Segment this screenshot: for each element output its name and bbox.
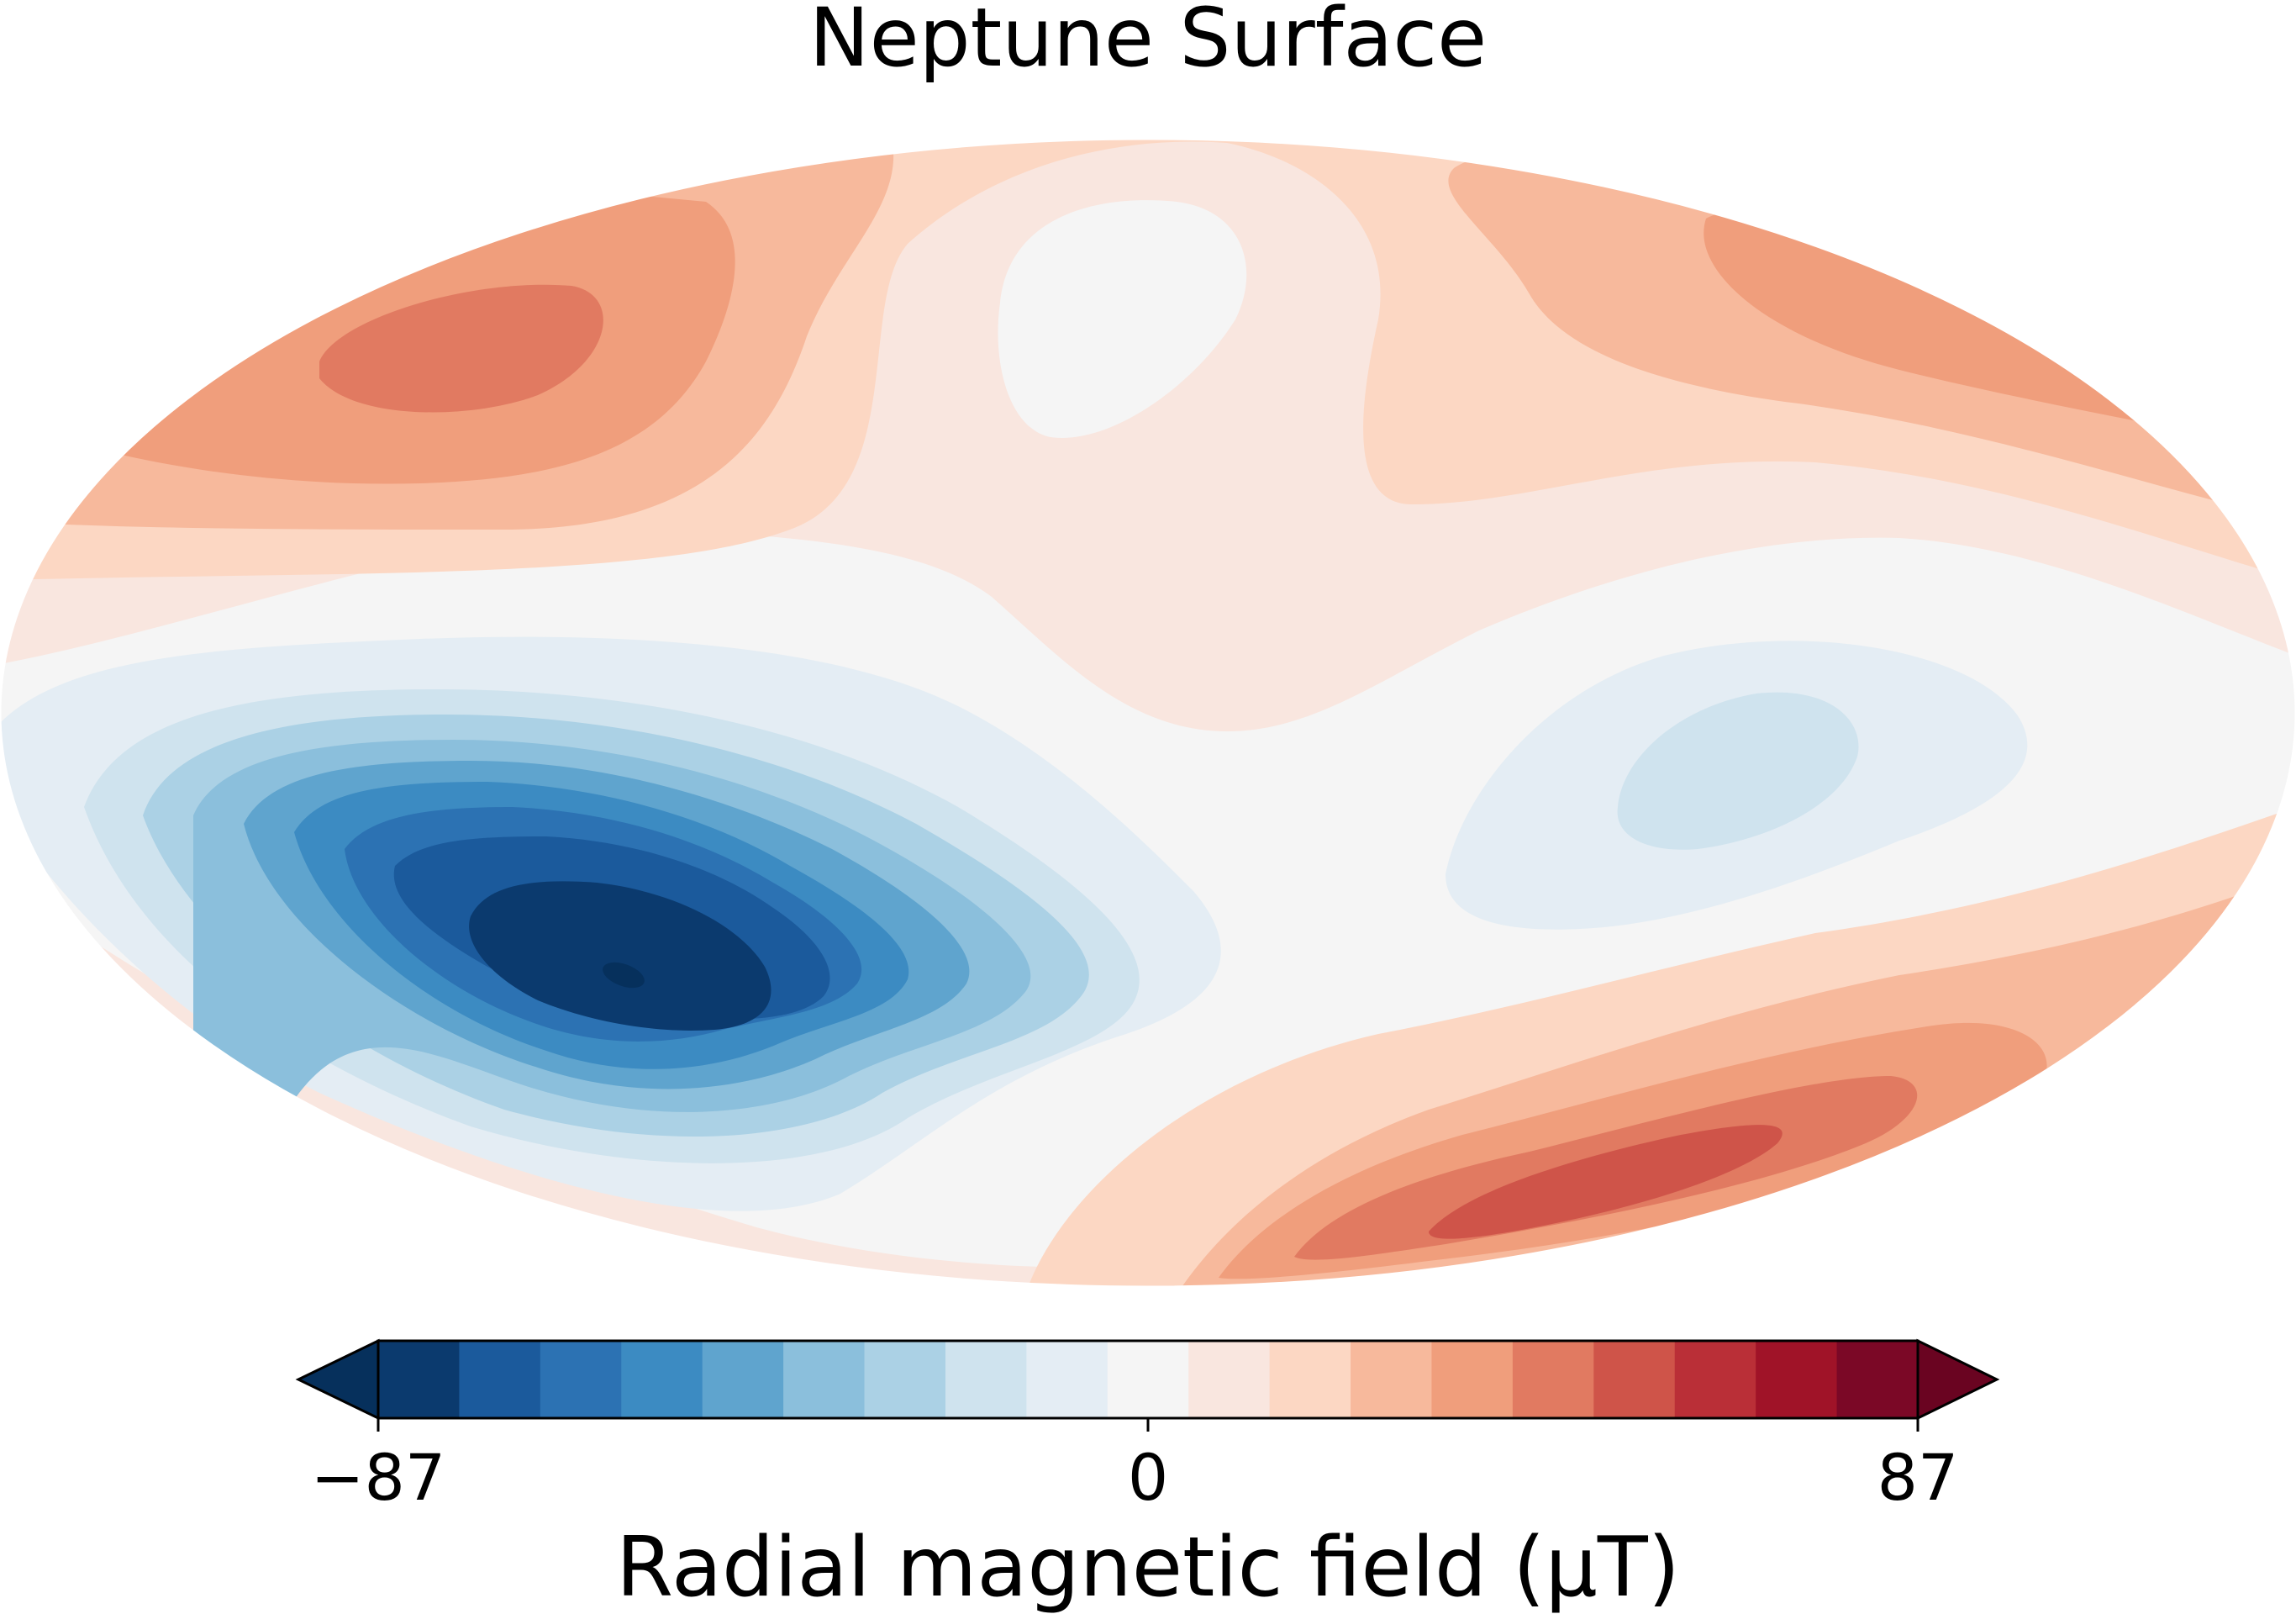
- contour-east-negative-lobe: [1617, 692, 1859, 850]
- colorbar-swatch: [1269, 1341, 1351, 1418]
- colorbar-tick-label: 0: [1128, 1440, 1168, 1515]
- contour-north-low-spot: [998, 200, 1247, 438]
- colorbar-swatch: [1756, 1341, 1838, 1418]
- colorbar-swatch: [378, 1341, 461, 1418]
- colorbar-swatch: [1188, 1341, 1271, 1418]
- colorbar: −87 0 87 Radial magnetic field (μT): [295, 1338, 2000, 1614]
- contour-north-positive-band: [1, 140, 735, 484]
- colorbar-swatch: [1593, 1341, 1676, 1418]
- contour-field: [1, 140, 2295, 1286]
- colorbar-swatch: [864, 1341, 946, 1418]
- colorbar-swatch: [702, 1341, 784, 1418]
- colorbar-swatch: [783, 1341, 866, 1418]
- colorbar-swatch: [1836, 1341, 1919, 1418]
- colorbar-ticks: −87 0 87: [311, 1418, 1959, 1515]
- colorbar-label: Radial magnetic field (μT): [616, 1520, 1680, 1614]
- colorbar-swatch: [1431, 1341, 1514, 1418]
- colorbar-swatch: [1351, 1341, 1433, 1418]
- colorbar-swatch: [621, 1341, 703, 1418]
- contour-north-maximum: [319, 284, 603, 413]
- colorbar-swatch: [459, 1341, 541, 1418]
- colorbar-swatches: [378, 1341, 1919, 1418]
- colorbar-swatch: [1512, 1341, 1594, 1418]
- colorbar-tick-label: −87: [311, 1440, 445, 1515]
- colorbar-swatch: [540, 1341, 622, 1418]
- colorbar-swatch: [1674, 1341, 1756, 1418]
- chart-title: Neptune Surface: [809, 0, 1487, 85]
- colorbar-swatch: [1107, 1341, 1189, 1418]
- colorbar-extend-under: [295, 1338, 380, 1421]
- colorbar-swatch: [945, 1341, 1027, 1418]
- colorbar-extend-over: [1916, 1338, 2000, 1421]
- map-area: [0, 139, 2296, 1287]
- contour-minimum-core: [603, 962, 645, 989]
- contour-south-maximum: [1429, 1125, 1783, 1239]
- colorbar-swatch: [1026, 1341, 1109, 1418]
- globe-outline: [0, 139, 2296, 1287]
- contour-south-minimum: [469, 881, 771, 1031]
- colorbar-tick-label: 87: [1877, 1440, 1959, 1515]
